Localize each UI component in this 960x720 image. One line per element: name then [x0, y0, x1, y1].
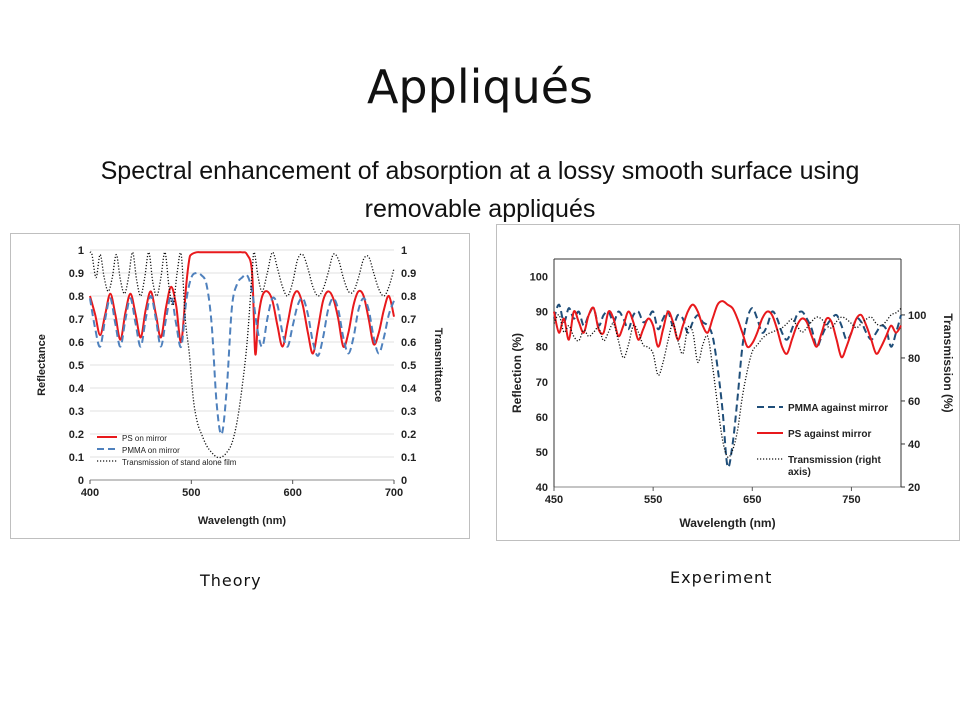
y-tick-label-4: 80 [536, 342, 548, 354]
series-line-2 [89, 251, 395, 459]
legend-label-2-cont: axis) [788, 467, 811, 478]
y-tick-label-5: 0.5 [69, 360, 84, 372]
y-axis-title: Reflection (%) [510, 333, 524, 413]
legend-label-1: PS against mirror [788, 429, 871, 440]
experiment-caption: Experiment [670, 568, 773, 587]
y2-tick-label-6: 0.6 [401, 337, 416, 349]
y2-tick-label-1: 0.1 [401, 452, 416, 464]
x-tick-label-1: 550 [644, 494, 662, 506]
experiment-chart: 450 550 650 750 40 50 60 70 80 90 100 20 40 60 80 100 Wa… [510, 258, 955, 530]
y-tick-label-6: 100 [530, 272, 548, 284]
y-tick-label-1: 0.1 [69, 452, 84, 464]
y-tick-label-8: 0.8 [69, 291, 84, 303]
x-tick-label-3: 750 [842, 494, 860, 506]
legend-label-0: PMMA against mirror [788, 403, 888, 414]
series-line-1 [553, 300, 902, 359]
legend-label-2: Transmission of stand alone film [122, 458, 237, 467]
y2-tick-label-2: 0.2 [401, 429, 416, 441]
x-axis-title: Wavelength (nm) [198, 515, 287, 527]
y2-tick-label-5: 0.5 [401, 360, 416, 372]
theory-chart-panel: 400 500 600 700 0 0.1 0.2 0.3 0.4 0.5 0.6 0.7 0.8 0.9… [10, 233, 470, 539]
y-tick-label-9: 0.9 [69, 268, 84, 280]
y-tick-label-6: 0.6 [69, 337, 84, 349]
y-tick-label-7: 0.7 [69, 314, 84, 326]
y-tick-label-2: 60 [536, 412, 548, 424]
y2-axis-title: Transmission (%) [941, 313, 955, 412]
slide-subtitle: Spectral enhancement of absorption at a … [100, 157, 860, 223]
y-tick-label-0: 40 [536, 482, 548, 494]
theory-chart: 400 500 600 70000.10.20.30.40.50.60.70.80.9… [36, 245, 444, 527]
x-tick-label-3: 700 [385, 487, 403, 499]
y2-tick-label-3: 80 [908, 353, 920, 365]
y-tick-label-2: 0.2 [69, 429, 84, 441]
y-tick-label-5: 90 [536, 307, 548, 319]
y2-tick-label-4: 0.4 [401, 383, 417, 395]
y2-tick-label-0: 20 [908, 482, 920, 494]
y2-tick-label-3: 0.3 [401, 406, 416, 418]
y2-tick-label-0: 0 [401, 475, 407, 487]
y2-tick-label-4: 100 [908, 310, 926, 322]
slide-title: Appliqués [366, 60, 594, 114]
legend-label-2: Transmission (right [788, 455, 881, 466]
series-line-0 [553, 303, 902, 469]
theory-caption: Theory [200, 571, 262, 590]
y2-tick-label-9: 0.9 [401, 268, 416, 280]
x-tick-label-1: 500 [182, 487, 200, 499]
x-tick-label-0: 400 [81, 487, 99, 499]
y-tick-label-0: 0 [78, 475, 84, 487]
y-tick-label-3: 70 [536, 377, 548, 389]
y-tick-label-1: 50 [536, 447, 548, 459]
x-tick-label-2: 650 [743, 494, 761, 506]
experiment-chart-panel: 450 550 650 750 40 50 60 70 80 90 100 20 40 60 80 100 Wa… [496, 224, 960, 541]
series-line-0 [89, 251, 395, 356]
y2-tick-label-10: 1 [401, 245, 407, 257]
legend-label-1: PMMA on mirror [122, 446, 180, 455]
legend-label-0: PS on mirror [122, 434, 167, 443]
x-axis-title: Wavelength (nm) [679, 516, 775, 530]
series-line-1 [89, 271, 395, 436]
x-tick-label-0: 450 [545, 494, 563, 506]
y2-tick-label-7: 0.7 [401, 314, 416, 326]
y-axis-title: Reflectance [36, 334, 48, 396]
y2-tick-label-8: 0.8 [401, 291, 416, 303]
y2-tick-label-2: 60 [908, 396, 920, 408]
y-tick-label-3: 0.3 [69, 406, 84, 418]
y2-tick-label-1: 40 [908, 439, 920, 451]
y-tick-label-4: 0.4 [69, 383, 85, 395]
y2-axis-title: Transmittance [432, 328, 444, 403]
x-tick-label-2: 600 [283, 487, 301, 499]
y-tick-label-10: 1 [78, 245, 84, 257]
